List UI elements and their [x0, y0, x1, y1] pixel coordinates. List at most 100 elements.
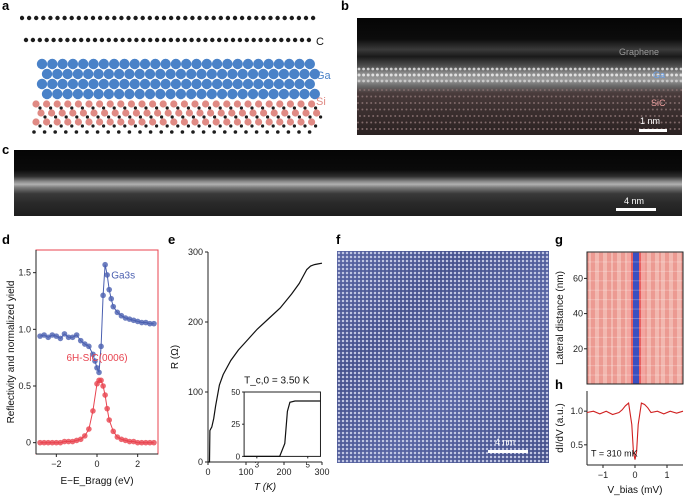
gallium-atom [170, 78, 182, 90]
chart-g-row-line [587, 365, 683, 367]
stem-b-sic-atom [627, 115, 630, 117]
chart-g-cell [637, 252, 640, 384]
silicon-atom [217, 109, 225, 117]
gallium-atom [304, 78, 315, 90]
chart-g-row-line [587, 308, 683, 310]
stem-b-sic-atom [528, 95, 531, 98]
stem-b-sic-atom [607, 128, 610, 130]
gallium-atom [155, 88, 166, 100]
stem-b-ga-atom [371, 79, 375, 83]
stem-b-sic-atom [636, 115, 639, 117]
stem-b-sic-atom [631, 115, 634, 117]
carbon-atom-sic [261, 124, 265, 128]
stem-b-sic-atom [673, 108, 676, 111]
carbon-atom-sic [208, 124, 212, 128]
stem-b-sic-atom [363, 115, 366, 117]
stem-b-sic-atom [414, 121, 417, 124]
silicon-atom [202, 118, 210, 126]
stem-b-sic-atom [517, 89, 520, 91]
carbon-atom-bottom [223, 130, 227, 134]
stem-b-sic-atom [376, 115, 379, 117]
gallium-atom [139, 58, 151, 70]
silicon-atom [106, 100, 114, 108]
stem-b-sic-atom [445, 121, 447, 124]
silicon-atom [74, 118, 82, 126]
stem-b-sic-atom [462, 95, 465, 98]
stem-b-ga-atom [403, 73, 407, 77]
stem-b-ga-atom [417, 67, 421, 71]
gallium-atom [72, 88, 84, 100]
stem-b-sic-atom [418, 102, 421, 104]
stem-b-sic-atom [643, 108, 645, 111]
carbon-atom-top [154, 15, 160, 21]
carbon-atom-bottom [138, 130, 142, 134]
stem-b-sic-atom [537, 121, 540, 124]
stem-b-sic-atom [423, 108, 425, 111]
carbon-atom-top [168, 15, 174, 21]
carbon-atom-sic [282, 124, 286, 128]
stem-b-ga-atom [371, 73, 375, 77]
chart-g-row-line [587, 261, 683, 263]
stem-b-sic-atom [389, 89, 392, 91]
chart-g-cell [617, 252, 620, 384]
stem-b-sic-atom [528, 121, 531, 124]
stem-b-ga-atom [679, 79, 682, 83]
stem-b-ga-atom [619, 79, 623, 83]
label-ga-b: Ga [653, 70, 666, 80]
stem-b-sic-atom [660, 102, 663, 104]
stem-b-sic-atom [592, 89, 595, 91]
stem-b-sic-atom [577, 121, 579, 124]
gallium-atom [309, 88, 320, 100]
gallium-atom [186, 68, 197, 80]
stem-b-ga-atom [601, 79, 605, 83]
stem-b-sic-atom [467, 128, 469, 130]
stem-image-b: Graphene Ga SiC 1 nm [357, 18, 682, 135]
chart-g-cell [647, 252, 650, 384]
stem-b-ga-atom [652, 79, 655, 83]
chart-d-point [114, 309, 121, 316]
stem-b-sic-atom [392, 128, 395, 130]
silicon-atom [223, 118, 231, 126]
carbon-atom-sic [133, 106, 137, 110]
stem-b-sic-atom [436, 128, 439, 130]
chart-g-cell [599, 252, 602, 384]
stem-b-sic-atom [464, 89, 467, 91]
gallium-atom [129, 58, 140, 70]
stem-b-sic-atom [581, 121, 584, 124]
carbon-atom-bottom [42, 130, 47, 134]
gallium-atom [170, 58, 182, 70]
gallium-atom [268, 68, 279, 80]
stem-b-sic-atom [665, 121, 667, 124]
stem-b-sic-atom [445, 102, 447, 104]
chart-g-cell [667, 252, 670, 384]
stem-b-sic-atom [528, 102, 531, 104]
carbon-atom-sic [80, 106, 84, 110]
silicon-atom [53, 100, 61, 108]
stem-b-sic-atom [546, 95, 549, 98]
chart-d-point [110, 303, 117, 310]
stem-b-sic-atom [506, 95, 509, 98]
scalebar-line-b [639, 129, 667, 132]
carbon-atom-sic [282, 106, 286, 110]
carbon-atom-sic [176, 106, 180, 110]
gallium-atom [289, 88, 300, 100]
chart-d-point [45, 439, 51, 446]
chart-g-cell [623, 252, 626, 384]
gallium-atom [113, 88, 125, 100]
stem-b-sic-atom [609, 115, 612, 117]
chart-d-point [134, 439, 141, 446]
chart-e-ytick-label: 0 [198, 457, 203, 467]
carbon-atom-sic [112, 124, 116, 128]
stem-b-sic-atom [515, 102, 518, 104]
carbon-atom [203, 37, 208, 43]
stem-b-sic-atom [440, 95, 443, 98]
stem-b-sic-atom [374, 121, 377, 124]
stem-b-sic-atom [528, 108, 531, 111]
chart-g-cell [653, 252, 656, 384]
stem-b-sic-atom [675, 89, 678, 91]
silicon-atom [233, 100, 241, 108]
stem-b-sic-atom [407, 115, 410, 117]
gallium-atom [273, 78, 285, 90]
stem-b-ga-atom [560, 79, 563, 83]
gallium-atom [72, 68, 84, 80]
